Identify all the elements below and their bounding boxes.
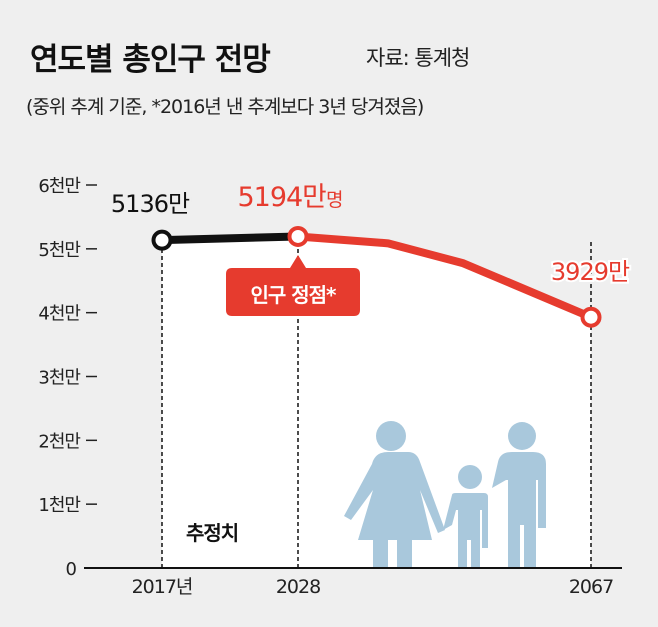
peak-callout: 인구 정점* [226, 255, 360, 316]
x-tick-label-2028: 2028 [276, 576, 320, 598]
chart-subtitle: (중위 추계 기준, *2016년 낸 추계보다 3년 당겨졌음) [26, 96, 424, 118]
value-unit: 명 [326, 189, 342, 211]
data-point-2067 [580, 306, 602, 328]
projection-line [297, 232, 593, 321]
y-tick-label-1: 1천만 [38, 495, 80, 516]
plot-area-fill [162, 236, 591, 569]
source-label: 자료: 통계청 [366, 46, 470, 70]
chart-title: 연도별 총인구 전망 [30, 42, 271, 78]
x-tick-label-2017: 2017년 [132, 576, 193, 598]
value-label-2017: 5136만 [109, 188, 193, 220]
y-tick-label-4: 4천만 [38, 304, 80, 325]
value-label-3929: 3929만 [551, 258, 630, 286]
value-label-5194: 5194만 [237, 182, 326, 213]
svg-text:5194만명: 5194만명 [237, 182, 342, 213]
y-tick-label-5: 5천만 [38, 240, 80, 261]
value-label-2028: 5194만명 [235, 180, 345, 215]
y-tick-label-6: 6천만 [38, 176, 80, 197]
estimate-region-label: 추정치 [186, 521, 238, 545]
y-tick-label-0: 0 [66, 559, 77, 580]
y-tick-label-3: 3천만 [38, 368, 80, 389]
y-tick-label-2: 2천만 [38, 431, 80, 452]
peak-callout-label: 인구 정점* [250, 283, 337, 307]
value-label-5136: 5136만 [111, 190, 190, 218]
actual-line [161, 232, 299, 245]
data-point-2017 [151, 229, 173, 251]
family-illustration [344, 421, 546, 568]
data-point-2028 [287, 225, 309, 247]
x-tick-label-2067: 2067 [569, 576, 613, 598]
